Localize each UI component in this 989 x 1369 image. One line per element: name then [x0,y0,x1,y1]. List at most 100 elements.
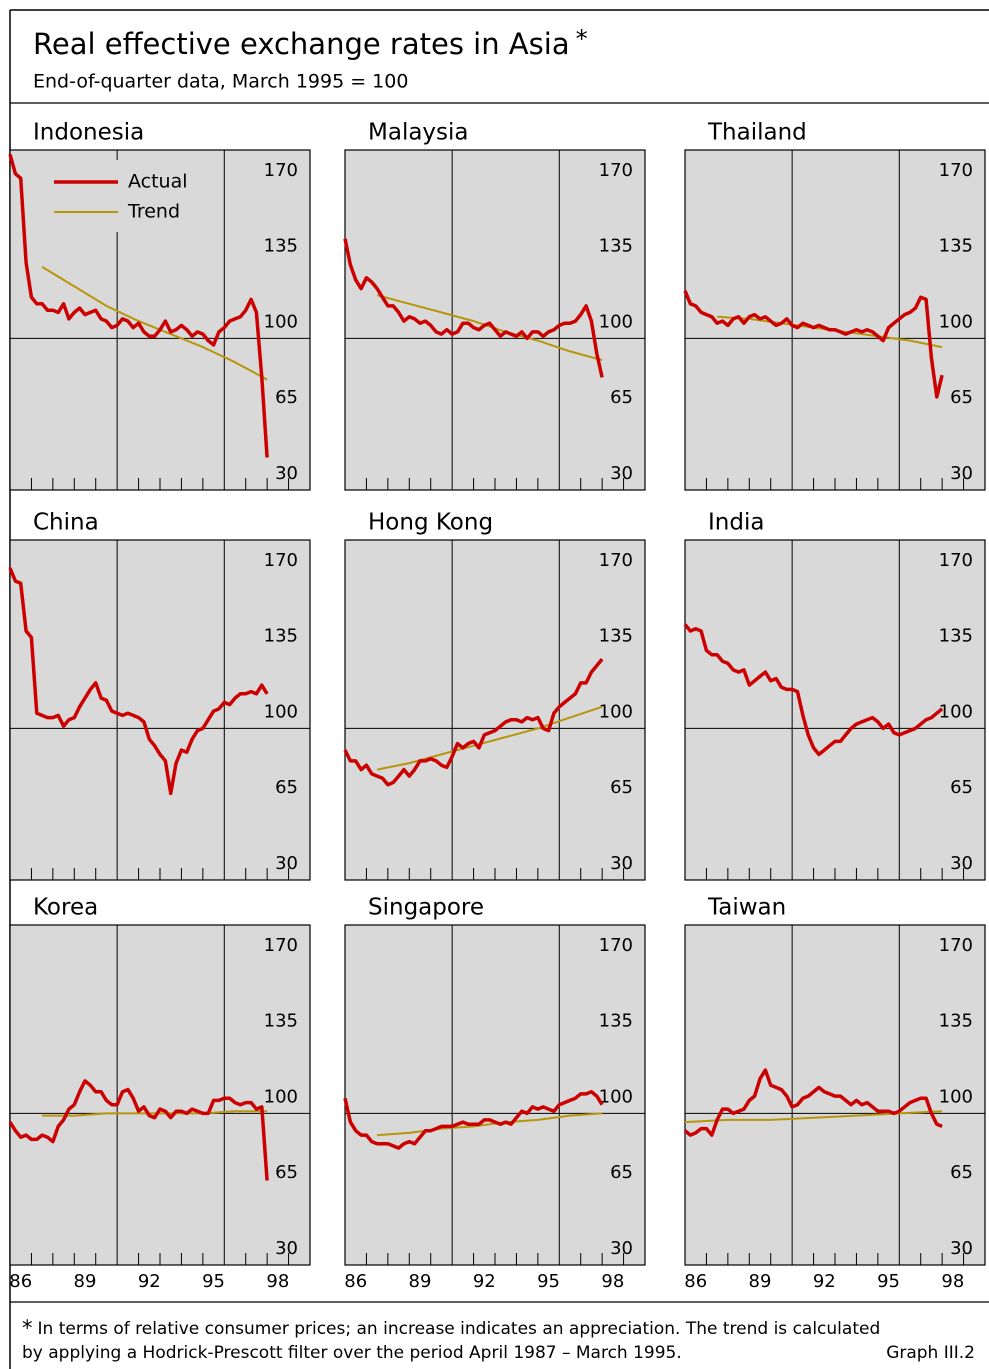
legend-label: Trend [127,201,180,223]
title-mark: * [576,25,588,53]
panel-title: India [708,510,764,536]
y-tick-label: 170 [264,550,298,571]
panel-title: Malaysia [368,120,469,146]
y-tick-label: 100 [264,311,298,332]
actual-line [343,657,604,787]
y-tick-label: 65 [610,387,633,408]
trend-line [377,1112,603,1137]
panel-title: Thailand [707,120,807,146]
y-tick-label: 30 [275,853,298,874]
actual-line [8,153,269,458]
y-tick-label: 30 [950,1238,973,1259]
y-tick-label: 135 [939,626,973,647]
x-tick-label: 95 [877,1271,900,1292]
trend-line [42,1110,268,1117]
actual-line [8,567,269,796]
trend-line [684,1110,943,1124]
y-tick-label: 65 [275,1162,298,1183]
panel-title: Indonesia [33,120,144,146]
x-tick-label: 92 [813,1271,836,1292]
legend-box [22,160,202,232]
y-tick-label: 135 [599,1011,633,1032]
y-tick-label: 65 [275,777,298,798]
x-tick-label: 92 [473,1271,496,1292]
y-tick-label: 65 [610,1162,633,1183]
y-tick-label: 100 [599,311,633,332]
y-tick-label: 170 [599,935,633,956]
graph-label: Graph III.2 [886,1343,975,1363]
y-tick-label: 65 [610,777,633,798]
actual-line [343,238,604,378]
x-tick-label: 95 [202,1271,225,1292]
y-tick-label: 30 [610,463,633,484]
x-tick-label: 92 [138,1271,161,1292]
trend-line [41,266,268,381]
trend-line [376,294,603,362]
plot-area [9,539,311,881]
y-tick-label: 135 [264,1011,298,1032]
y-tick-label: 170 [939,550,973,571]
y-tick-label: 100 [599,1086,633,1107]
y-tick-label: 30 [610,1238,633,1259]
y-tick-label: 65 [275,387,298,408]
trend-line [376,705,603,771]
y-tick-label: 170 [939,160,973,181]
title: Real effective exchange rates in Asia * [33,25,588,61]
footnote-mark: * [22,1316,33,1340]
y-tick-label: 65 [950,1162,973,1183]
panel-title: Korea [33,895,98,921]
panel-title: Taiwan [707,895,786,921]
y-tick-label: 65 [950,777,973,798]
plot-area [9,924,311,1266]
actual-line [683,290,944,399]
y-tick-label: 135 [264,626,298,647]
y-tick-label: 135 [939,236,973,257]
footnote-text: by applying a Hodrick-Prescott filter ov… [22,1343,682,1363]
x-tick-label: 98 [601,1271,624,1292]
x-tick-label: 86 [344,1271,367,1292]
actual-line [8,1079,269,1181]
plot-area [344,149,646,491]
x-tick-label: 89 [74,1271,97,1292]
y-tick-label: 135 [599,236,633,257]
y-tick-label: 30 [950,463,973,484]
actual-line [343,1090,604,1150]
y-tick-label: 30 [950,853,973,874]
actual-line [683,1068,943,1137]
x-tick-label: 86 [684,1271,707,1292]
y-tick-label: 135 [264,236,298,257]
subtitle: End-of-quarter data, March 1995 = 100 [33,71,408,93]
actual-line [683,623,944,757]
y-tick-label: 170 [939,935,973,956]
x-tick-label: 89 [749,1271,772,1292]
y-tick-label: 100 [264,701,298,722]
panel-title: Hong Kong [368,510,493,536]
y-tick-label: 30 [610,853,633,874]
footnote-text: In terms of relative consumer prices; an… [38,1319,881,1339]
x-tick-label: 95 [537,1271,560,1292]
panel-title: China [33,510,99,536]
x-tick-label: 98 [941,1271,964,1292]
y-tick-label: 170 [264,935,298,956]
y-tick-label: 30 [275,1238,298,1259]
plot-area [684,539,986,881]
y-tick-label: 30 [275,463,298,484]
y-tick-label: 135 [939,1011,973,1032]
y-tick-label: 135 [599,626,633,647]
x-tick-label: 86 [9,1271,32,1292]
y-tick-label: 100 [599,701,633,722]
y-tick-label: 100 [264,1086,298,1107]
title-text: Real effective exchange rates in Asia [33,27,570,61]
y-tick-label: 100 [939,311,973,332]
panel-title: Singapore [368,895,484,921]
y-tick-label: 65 [950,387,973,408]
x-tick-label: 89 [409,1271,432,1292]
y-tick-label: 170 [599,160,633,181]
y-tick-label: 170 [264,160,298,181]
legend-label: Actual [128,171,188,193]
x-tick-label: 98 [266,1271,289,1292]
y-tick-label: 100 [939,701,973,722]
y-tick-label: 100 [939,1086,973,1107]
